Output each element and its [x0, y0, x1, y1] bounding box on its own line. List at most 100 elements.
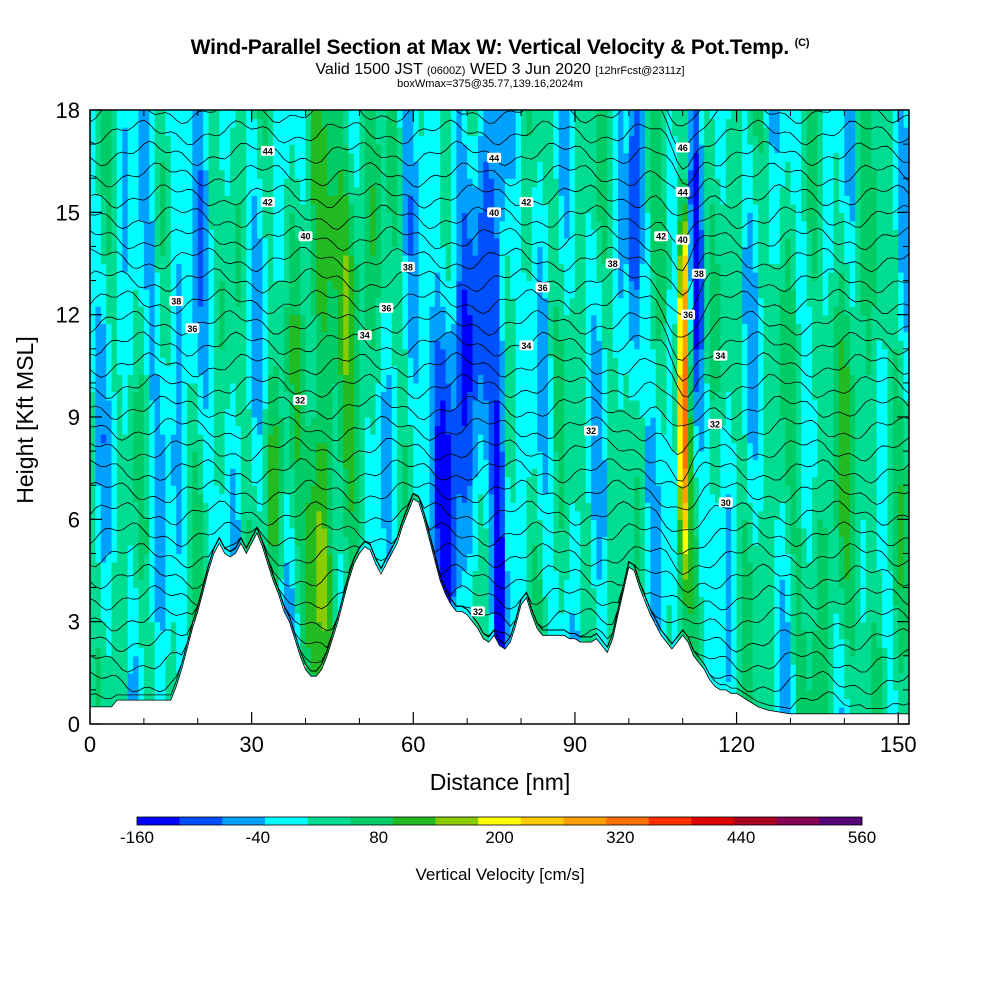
velocity-cell [386, 399, 393, 410]
velocity-cell [440, 297, 447, 307]
velocity-cell [283, 229, 290, 239]
velocity-cell [488, 570, 495, 580]
velocity-cell [170, 152, 177, 162]
velocity-cell [418, 280, 425, 290]
velocity-cell [170, 280, 177, 290]
velocity-cell [467, 272, 474, 282]
velocity-cell [327, 289, 334, 299]
velocity-cell [504, 570, 511, 580]
velocity-cell [208, 229, 215, 239]
velocity-cell [510, 331, 517, 341]
velocity-cell [521, 527, 528, 537]
velocity-cell [106, 417, 113, 427]
velocity-cell [176, 331, 183, 341]
velocity-cell [90, 127, 96, 137]
velocity-cell [197, 289, 204, 299]
velocity-cell [149, 519, 156, 529]
velocity-cell [278, 203, 285, 213]
velocity-cell [149, 434, 156, 444]
velocity-cell [354, 186, 361, 196]
velocity-cell [160, 365, 167, 375]
velocity-cell [283, 476, 290, 486]
velocity-cell [300, 127, 307, 137]
velocity-cell [391, 399, 398, 410]
velocity-cell [445, 527, 452, 537]
velocity-cell [111, 689, 118, 700]
velocity-cell [213, 127, 220, 137]
velocity-cell [515, 468, 522, 478]
velocity-cell [310, 391, 317, 401]
velocity-cell [122, 664, 129, 674]
velocity-cell [461, 348, 468, 358]
velocity-cell [440, 340, 447, 350]
velocity-cell [267, 246, 274, 256]
velocity-cell [316, 638, 323, 648]
velocity-cell [526, 169, 533, 179]
velocity-cell [149, 340, 156, 350]
velocity-cell [257, 169, 264, 179]
velocity-cell [456, 195, 463, 205]
velocity-cell [90, 110, 96, 120]
velocity-cell [100, 144, 107, 154]
velocity-cell [181, 186, 188, 196]
velocity-cell [483, 144, 490, 154]
velocity-cell [343, 118, 350, 128]
velocity-cell [235, 468, 242, 478]
velocity-cell [316, 451, 323, 461]
velocity-cell [224, 220, 231, 230]
velocity-cell [440, 186, 447, 196]
velocity-cell [461, 451, 468, 461]
velocity-cell [273, 399, 280, 410]
velocity-cell [494, 553, 501, 563]
velocity-cell [278, 408, 285, 418]
velocity-cell [413, 161, 420, 171]
velocity-cell [477, 152, 484, 162]
velocity-cell [186, 289, 193, 299]
velocity-cell [186, 613, 193, 623]
velocity-cell [138, 485, 145, 495]
velocity-cell [300, 647, 307, 657]
velocity-cell [521, 127, 528, 137]
velocity-cell [262, 229, 269, 239]
velocity-cell [440, 391, 447, 401]
velocity-cell [386, 519, 393, 529]
velocity-cell [267, 365, 274, 375]
velocity-cell [305, 314, 312, 324]
velocity-cell [418, 382, 425, 393]
velocity-cell [321, 621, 328, 631]
velocity-cell [515, 110, 522, 120]
velocity-cell [397, 476, 404, 486]
velocity-cell [337, 118, 344, 128]
velocity-cell [348, 186, 355, 196]
velocity-cell [348, 280, 355, 290]
velocity-cell [203, 178, 210, 188]
velocity-cell [165, 365, 172, 375]
velocity-cell [213, 161, 220, 171]
velocity-cell [197, 348, 204, 358]
velocity-cell [143, 613, 150, 623]
velocity-cell [111, 357, 118, 367]
velocity-cell [467, 459, 474, 469]
velocity-cell [440, 272, 447, 282]
velocity-cell [203, 536, 210, 546]
velocity-cell [116, 417, 123, 427]
velocity-cell [143, 272, 150, 282]
velocity-cell [251, 451, 258, 461]
velocity-cell [111, 544, 118, 555]
velocity-cell [440, 459, 447, 469]
velocity-cell [418, 144, 425, 154]
velocity-cell [133, 297, 140, 307]
velocity-cell [526, 220, 533, 230]
velocity-cell [494, 314, 501, 324]
velocity-cell [467, 357, 474, 367]
velocity-cell [138, 621, 145, 631]
velocity-cell [300, 195, 307, 205]
velocity-cell [203, 289, 210, 299]
velocity-cell [407, 152, 414, 162]
velocity-cell [488, 169, 495, 179]
velocity-cell [499, 331, 506, 341]
velocity-cell [445, 374, 452, 384]
velocity-cell [445, 493, 452, 503]
velocity-cell [488, 493, 495, 503]
velocity-cell [316, 289, 323, 299]
